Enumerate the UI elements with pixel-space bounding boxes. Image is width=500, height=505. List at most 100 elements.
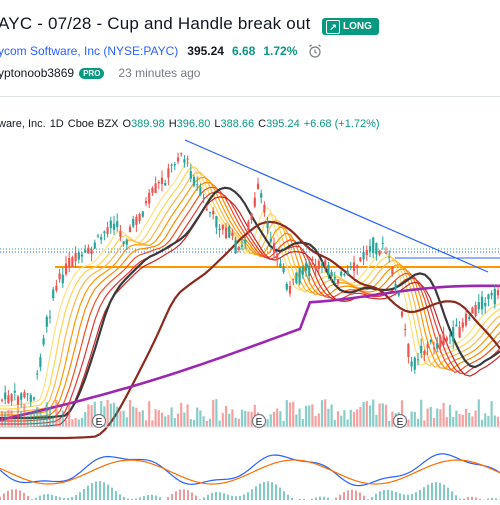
candle bbox=[71, 257, 73, 267]
volume-bar bbox=[379, 403, 381, 427]
volume-bar bbox=[286, 400, 288, 427]
candle bbox=[94, 243, 96, 249]
candle bbox=[244, 240, 246, 243]
volume-bar bbox=[174, 418, 176, 427]
candle bbox=[139, 214, 141, 221]
symbol-link[interactable]: ycom Software, Inc (NYSE:PAYC) bbox=[0, 44, 178, 58]
volume-bar bbox=[308, 406, 310, 427]
macd-histogram-bar bbox=[23, 493, 25, 500]
macd-histogram-bar bbox=[155, 496, 157, 500]
earnings-marker[interactable]: E bbox=[253, 415, 266, 429]
candle bbox=[468, 317, 470, 319]
volume-bar bbox=[107, 400, 109, 427]
candle bbox=[423, 351, 425, 355]
volume-bar bbox=[315, 416, 317, 427]
macd-histogram-bar bbox=[363, 496, 365, 500]
candle bbox=[273, 243, 275, 251]
volume-bar bbox=[295, 415, 297, 427]
volume-bar bbox=[30, 412, 32, 427]
volume-bar bbox=[430, 407, 432, 427]
volume-bar bbox=[417, 419, 419, 427]
candle bbox=[283, 267, 285, 272]
volume-bar bbox=[225, 406, 227, 427]
volume-bar bbox=[62, 411, 64, 427]
volume-bar bbox=[222, 413, 224, 427]
candle bbox=[148, 193, 150, 204]
symbol-change-percent: 1.72% bbox=[263, 44, 297, 58]
macd-histogram-bar bbox=[47, 494, 49, 500]
macd-histogram-bar bbox=[355, 490, 357, 500]
candle bbox=[241, 245, 243, 247]
candle bbox=[337, 280, 339, 283]
macd-histogram-bar bbox=[387, 490, 389, 500]
candle bbox=[334, 277, 336, 278]
macd-histogram-bar bbox=[375, 494, 377, 500]
volume-bar bbox=[126, 417, 128, 427]
candle bbox=[478, 302, 480, 309]
macd-histogram-bar bbox=[423, 487, 425, 500]
candle bbox=[17, 397, 19, 405]
volume-bar bbox=[385, 405, 387, 427]
candle bbox=[177, 158, 179, 162]
macd-histogram-bar bbox=[271, 482, 273, 500]
volume-bar bbox=[39, 411, 41, 427]
volume-bar bbox=[123, 411, 125, 427]
volume-bar bbox=[414, 412, 416, 427]
candle bbox=[193, 177, 195, 186]
candle bbox=[196, 184, 198, 185]
macd-histogram-bar bbox=[115, 491, 117, 500]
volume-bar bbox=[11, 410, 13, 427]
legend-interval[interactable]: 1D bbox=[50, 118, 64, 130]
candle bbox=[238, 247, 240, 250]
earnings-marker[interactable]: E bbox=[93, 415, 106, 429]
candle bbox=[235, 240, 237, 254]
candle bbox=[97, 235, 99, 236]
candle bbox=[87, 248, 89, 254]
candle bbox=[62, 275, 64, 284]
candle bbox=[340, 272, 342, 276]
earnings-marker-label: E bbox=[256, 417, 263, 428]
candle bbox=[417, 359, 419, 360]
alarm-clock-icon[interactable] bbox=[307, 43, 323, 59]
candle bbox=[212, 211, 214, 214]
candle bbox=[180, 153, 182, 154]
volume-bar bbox=[382, 403, 384, 427]
candle bbox=[190, 171, 192, 179]
macd-histogram-bar bbox=[451, 491, 453, 500]
candle bbox=[171, 165, 173, 166]
arrow-up-right-icon: ↗ bbox=[326, 20, 340, 34]
legend-symbol[interactable]: ware, Inc. bbox=[0, 118, 46, 130]
candle bbox=[132, 219, 134, 227]
macd-pane bbox=[0, 454, 500, 500]
volume-bar bbox=[164, 416, 166, 427]
chart-canvas[interactable]: E E E bbox=[0, 97, 500, 500]
macd-histogram-bar bbox=[103, 482, 105, 500]
macd-histogram-bar bbox=[15, 489, 17, 500]
symbol-price: 395.24 bbox=[187, 44, 224, 58]
volume-bar bbox=[71, 419, 73, 427]
volume-bar bbox=[148, 401, 150, 427]
macd-histogram-bar bbox=[379, 491, 381, 500]
candle bbox=[411, 362, 413, 367]
candle bbox=[254, 198, 256, 207]
candle bbox=[91, 249, 93, 254]
volume-bar bbox=[423, 420, 425, 427]
volume-bar bbox=[471, 416, 473, 427]
macd-histogram-bar bbox=[19, 490, 21, 500]
volume-bar bbox=[4, 412, 6, 427]
volume-bar bbox=[84, 412, 86, 427]
candle bbox=[14, 391, 16, 393]
macd-histogram-bar bbox=[171, 494, 173, 500]
candle bbox=[420, 346, 422, 353]
ema-ribbon bbox=[0, 163, 500, 427]
legend-exchange: Cboe BZX bbox=[68, 118, 119, 130]
price-chart[interactable]: E E E bbox=[0, 97, 500, 500]
volume-bar bbox=[59, 419, 61, 427]
volume-bar bbox=[462, 415, 464, 427]
author-name[interactable]: yptonoob3869 bbox=[0, 66, 74, 80]
macd-histogram-bar bbox=[11, 489, 13, 500]
volume-bar bbox=[177, 414, 179, 427]
candle bbox=[116, 221, 118, 227]
earnings-marker[interactable]: E bbox=[394, 415, 407, 429]
volume-bar bbox=[20, 411, 22, 427]
